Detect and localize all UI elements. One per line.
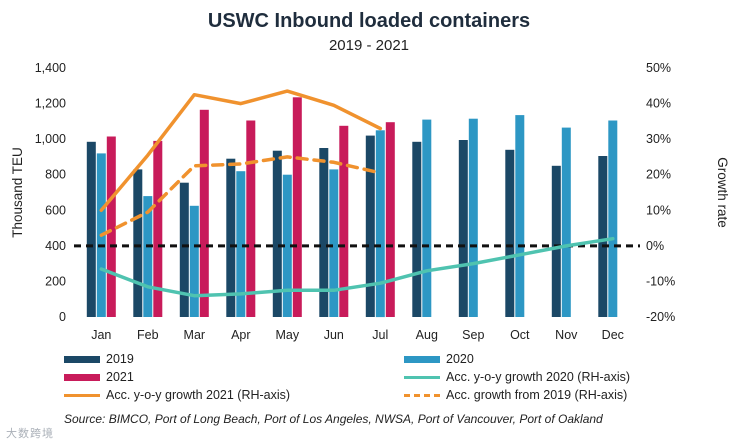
chart-legend: 2019 2020 2021 Acc. y-o-y growth 2020 (R…: [64, 351, 664, 407]
bar-2019-apr: [226, 158, 236, 317]
x-tick-label: May: [275, 328, 299, 342]
x-tick-label: Dec: [602, 328, 624, 342]
bar-2020-feb: [143, 196, 153, 317]
bar-2020-mar: [189, 205, 199, 317]
legend-swatch-2021: [64, 374, 100, 382]
bar-2020-aug: [422, 119, 432, 317]
y-tick-label-left: 200: [45, 274, 66, 288]
legend-label-growth-2021: Acc. y-o-y growth 2021 (RH-axis): [106, 388, 291, 402]
y-tick-label-left: 400: [45, 239, 66, 253]
legend-swatch-growth-2019: [404, 394, 440, 398]
bar-2021-mar: [199, 109, 209, 317]
x-tick-label: Sep: [462, 328, 484, 342]
legend-item-2020: 2020: [404, 351, 474, 368]
bar-2019-oct: [505, 149, 515, 317]
y-tick-label-right: 20%: [646, 168, 671, 182]
chart-canvas: 0 200 400 600 800 1,000 1,200 1,400 -20% -10% 0% 10…: [10, 61, 730, 342]
legend-item-2019: 2019: [64, 351, 134, 368]
bar-2021-jul: [385, 122, 395, 317]
y-tick-label-left: 1,200: [35, 97, 66, 111]
x-tick-label: Jul: [372, 328, 388, 342]
bar-2019-jun: [319, 148, 329, 317]
y-tick-label-right: 10%: [646, 203, 671, 217]
y-tick-label-right: -20%: [646, 310, 675, 324]
bar-2019-jul: [365, 135, 375, 317]
x-tick-label: Feb: [137, 328, 159, 342]
bar-2019-sep: [458, 140, 468, 317]
legend-swatch-growth-2020: [404, 376, 440, 380]
legend-swatch-growth-2021: [64, 394, 100, 398]
y-tick-label-right: 0%: [646, 239, 664, 253]
source-note: Source: BIMCO, Port of Long Beach, Port …: [64, 412, 603, 426]
y-tick-label-right: 50%: [646, 61, 671, 75]
bar-2020-nov: [561, 127, 571, 317]
y-tick-label-left: 1,400: [35, 61, 66, 75]
legend-swatch-2020: [404, 356, 440, 364]
legend-label-2021: 2021: [106, 370, 134, 384]
bar-2020-jun: [329, 169, 339, 317]
line-acc-y-o-y-growth-2021-rh-axis: [99, 89, 383, 213]
y-tick-label-right: -10%: [646, 274, 675, 288]
bar-2021-jan: [106, 136, 116, 317]
y-tick-label-right: 40%: [646, 97, 671, 111]
bar-2019-feb: [133, 169, 143, 317]
line-acc-growth-from-2019-rh-axis: [99, 155, 383, 237]
y-axis-title-left: Thousand TEU: [10, 147, 25, 238]
bar-2019-jan: [86, 141, 96, 317]
bar-2020-may: [282, 174, 292, 317]
legend-item-growth-2019: Acc. growth from 2019 (RH-axis): [404, 387, 627, 404]
bar-2021-feb: [153, 140, 163, 317]
chart-title: USWC Inbound loaded containers: [207, 10, 531, 32]
bar-2020-jul: [375, 130, 385, 318]
legend-label-2020: 2020: [446, 352, 474, 366]
bar-2020-apr: [236, 171, 246, 317]
y-tick-label-left: 1,000: [35, 132, 66, 146]
legend-item-2021: 2021: [64, 369, 134, 386]
bar-2021-may: [292, 97, 302, 317]
bar-2021-apr: [246, 120, 256, 317]
bar-2019-may: [272, 150, 282, 317]
bar-2019-mar: [179, 182, 189, 317]
legend-label-2019: 2019: [106, 352, 134, 366]
chart-subtitle: 2019 - 2021: [328, 37, 410, 54]
x-tick-label: Apr: [231, 328, 250, 342]
y-tick-label-left: 800: [45, 168, 66, 182]
bar-2020-sep: [468, 118, 478, 317]
legend-swatch-2019: [64, 356, 100, 364]
x-tick-label: Nov: [555, 328, 578, 342]
bar-2019-aug: [412, 141, 422, 317]
bar-2019-dec: [598, 156, 608, 317]
bar-2019-nov: [551, 165, 561, 317]
y-tick-label-left: 0: [59, 310, 66, 324]
watermark-logo: 大数跨境: [6, 428, 54, 440]
bar-2021-jun: [339, 125, 349, 317]
legend-item-growth-2020: Acc. y-o-y growth 2020 (RH-axis): [404, 369, 630, 386]
legend-item-growth-2021: Acc. y-o-y growth 2021 (RH-axis): [64, 387, 290, 404]
x-tick-label: Jun: [324, 328, 344, 342]
legend-label-growth-2020: Acc. y-o-y growth 2020 (RH-axis): [446, 370, 631, 384]
legend-label-growth-2019: Acc. growth from 2019 (RH-axis): [446, 388, 628, 402]
line-acc-y-o-y-growth-2020-rh-axis: [99, 236, 615, 298]
bar-2020-dec: [608, 120, 618, 317]
y-tick-label-left: 600: [45, 203, 66, 217]
x-tick-label: Mar: [184, 328, 206, 342]
x-tick-label: Jan: [91, 328, 111, 342]
bar-2020-oct: [515, 115, 525, 317]
y-tick-label-right: 30%: [646, 132, 671, 146]
y-axis-title-right: Growth rate: [715, 157, 730, 228]
x-tick-label: Aug: [416, 328, 438, 342]
x-tick-label: Oct: [510, 328, 530, 342]
